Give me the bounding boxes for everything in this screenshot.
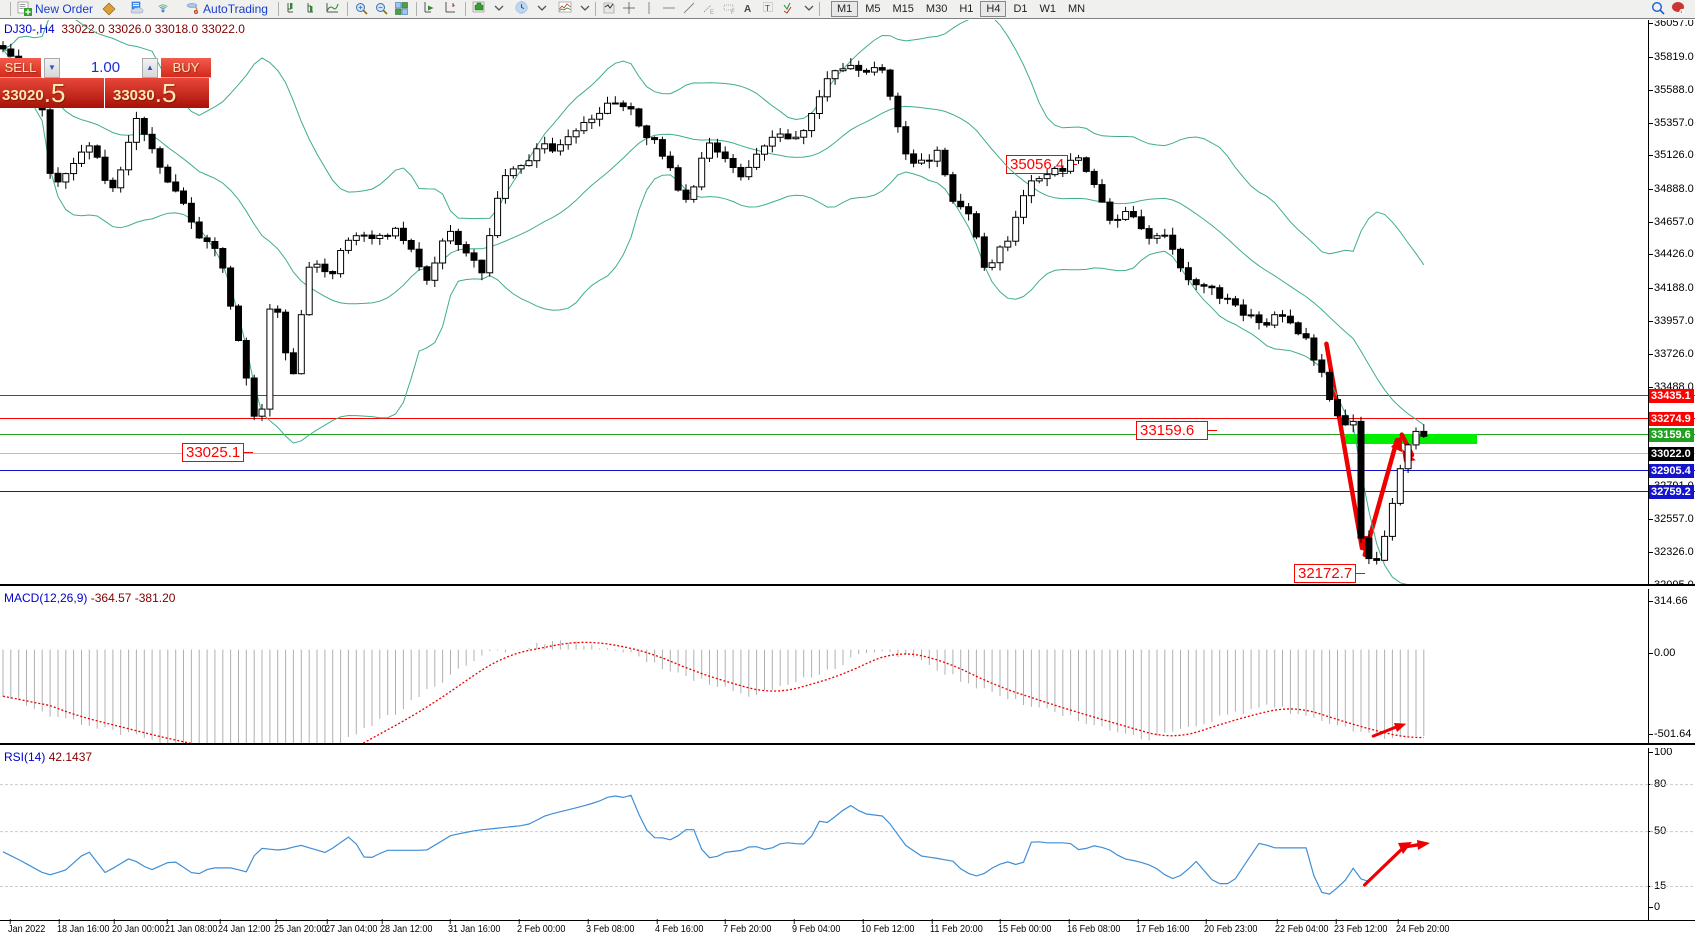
svg-text:E: E [710, 10, 714, 16]
svg-text:T: T [765, 4, 770, 13]
svg-text:A: A [744, 4, 751, 15]
svg-text:F: F [731, 10, 735, 16]
